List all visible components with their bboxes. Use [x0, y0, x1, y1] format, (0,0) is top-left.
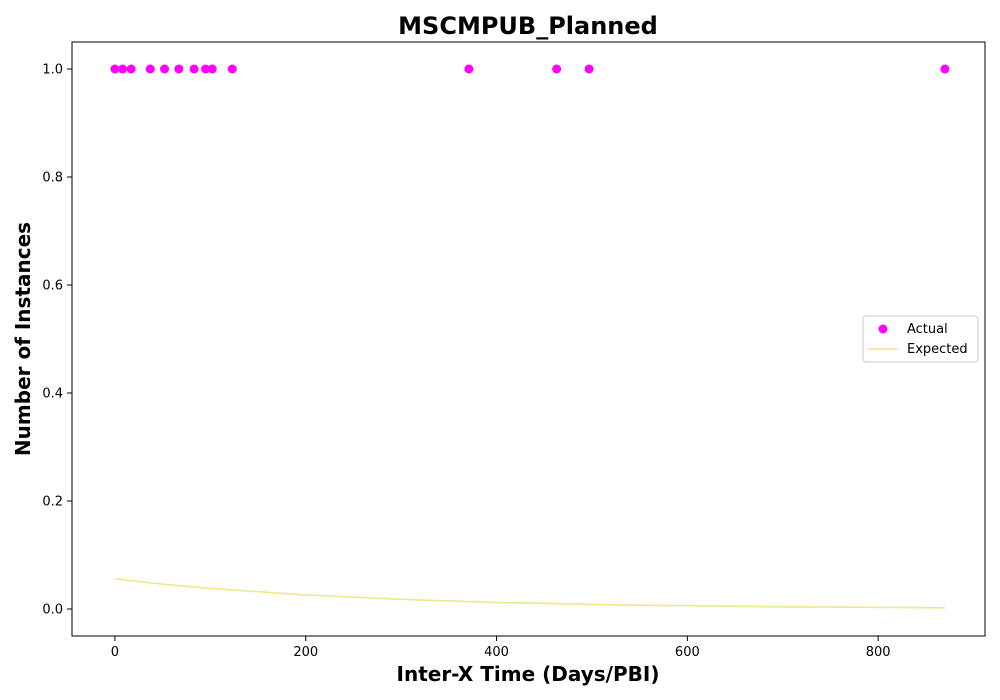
- actual-point: [118, 64, 128, 74]
- x-tick-label: 400: [484, 645, 509, 660]
- actual-point: [110, 64, 120, 74]
- legend-label-expected: Expected: [907, 342, 968, 357]
- actual-point: [145, 64, 155, 74]
- actual-point: [189, 64, 199, 74]
- x-tick-label: 600: [675, 645, 700, 660]
- actual-point: [126, 64, 136, 74]
- chart-title: MSCMPUB_Planned: [398, 12, 658, 40]
- x-tick-label: 0: [111, 645, 119, 660]
- legend: Actual Expected: [862, 315, 979, 363]
- actual-point: [584, 64, 594, 74]
- x-tick-label: 200: [293, 645, 318, 660]
- actual-point: [940, 64, 950, 74]
- x-tick-label: 800: [866, 645, 891, 660]
- actual-point: [464, 64, 474, 74]
- y-tick-label: 0.0: [42, 603, 63, 618]
- actual-point: [174, 64, 184, 74]
- x-axis-label: Inter-X Time (Days/PBI): [397, 662, 660, 686]
- y-tick-label: 0.4: [42, 387, 63, 402]
- plot-area: [110, 64, 950, 609]
- y-tick-label: 0.6: [42, 279, 63, 294]
- actual-point: [227, 64, 237, 74]
- actual-point: [552, 64, 562, 74]
- actual-point: [207, 64, 217, 74]
- actual-point: [201, 64, 211, 74]
- expected-line: [114, 577, 945, 609]
- y-tick-label: 0.2: [42, 495, 63, 510]
- legend-box: [862, 315, 979, 363]
- axis-ticks: 0 200 400 600 800 0.0 0.2 0.4 0.6 0.8 1.0: [42, 63, 890, 661]
- y-axis-label: Number of Instances: [11, 222, 35, 456]
- y-tick-label: 0.8: [42, 171, 63, 186]
- actual-point: [160, 64, 170, 74]
- y-tick-label: 1.0: [42, 63, 63, 78]
- legend-label-actual: Actual: [907, 322, 948, 337]
- legend-marker-actual: [878, 324, 888, 334]
- plot-frame: [71, 41, 986, 637]
